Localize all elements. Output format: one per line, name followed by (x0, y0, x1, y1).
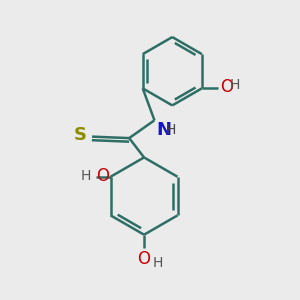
Text: S: S (74, 126, 87, 144)
Text: H: H (152, 256, 163, 270)
Text: H: H (230, 78, 240, 92)
Text: N: N (156, 121, 171, 139)
Text: O: O (138, 250, 151, 268)
Text: O: O (96, 167, 109, 185)
Text: H: H (166, 123, 176, 137)
Text: H: H (81, 169, 91, 183)
Text: O: O (220, 78, 233, 96)
